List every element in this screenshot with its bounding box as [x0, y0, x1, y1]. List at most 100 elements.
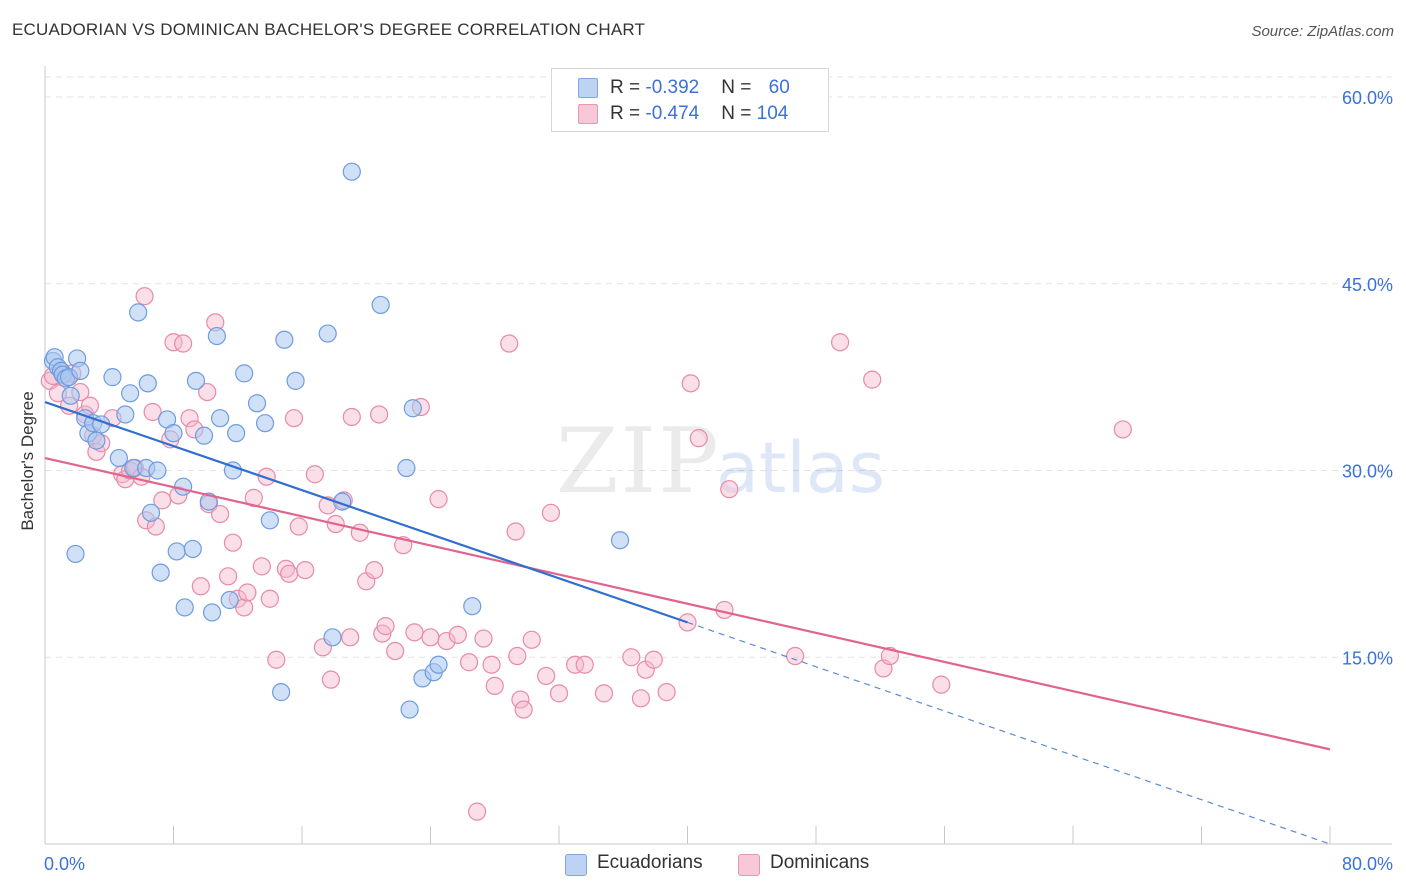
dominican-point: [594, 684, 614, 703]
dominican-point: [482, 655, 501, 674]
y-tick-label: 15.0%: [1342, 648, 1393, 668]
dominican-point: [932, 675, 951, 694]
dominican-point: [863, 370, 882, 389]
dominican-point: [296, 560, 315, 580]
ecuadorian-point: [463, 597, 482, 616]
dominican-point: [305, 465, 324, 484]
dominican-point: [198, 382, 217, 402]
x-tick-label: 0.0%: [44, 854, 85, 874]
legend-r-label: R =: [610, 103, 646, 124]
dominican-point: [376, 617, 395, 636]
dominican-point: [174, 334, 193, 353]
dominican-point: [541, 503, 561, 522]
ecuadorian-point: [129, 303, 148, 322]
dominican-point: [342, 407, 361, 427]
legend-swatch-pink: [578, 104, 598, 124]
dominican-point: [485, 676, 504, 695]
dominican-point: [289, 517, 308, 536]
ecuadorian-point: [116, 405, 135, 424]
dominican-point: [370, 405, 389, 424]
ecuadorian-point: [272, 683, 291, 702]
ecuadorian-point: [121, 384, 140, 403]
dominican-point: [689, 429, 708, 448]
ecuadorian-point: [220, 590, 239, 610]
ecuadorian-point: [71, 361, 90, 380]
ecuadorian-point: [151, 563, 170, 582]
dominican-point: [421, 628, 440, 647]
ecuadorian-point: [148, 461, 167, 480]
dominican-point: [284, 409, 304, 428]
watermark-atlas: atlas: [716, 427, 885, 509]
ecuadorian-point: [202, 603, 222, 622]
ecuadorian-point: [199, 492, 218, 511]
dominican-point: [565, 655, 585, 674]
ecuadorian-point: [87, 431, 106, 450]
ecuadorian-point: [66, 544, 85, 564]
ecuadorian-point: [342, 162, 361, 181]
x-tick-label: 80.0%: [1342, 854, 1393, 874]
dominican-point: [429, 490, 448, 509]
axes-layer: [44, 66, 1392, 845]
dominicans-trend-line: [44, 456, 1331, 751]
dominican-point: [276, 559, 296, 578]
chart-title: ECUADORIAN VS DOMINICAN BACHELOR'S DEGRE…: [12, 20, 646, 39]
dominican-point: [657, 683, 676, 702]
legend-swatch-blue: [565, 854, 587, 876]
dominican-point: [537, 666, 556, 686]
dominican-point: [644, 650, 663, 669]
dominican-point: [474, 629, 493, 648]
dominican-point: [514, 700, 533, 719]
legend-r-value: -0.474: [645, 103, 700, 124]
ecuadorian-point: [255, 414, 275, 433]
dominican-point: [830, 333, 850, 352]
legend-n-label: N =: [721, 103, 757, 124]
source-label: Source: ZipAtlas.com: [1251, 23, 1394, 40]
legend-r-label: R =: [610, 77, 646, 98]
y-tick-label: 45.0%: [1342, 275, 1393, 295]
watermark: ZIP atlas: [556, 409, 885, 514]
ecuadorian-point: [227, 424, 246, 443]
ecuadorian-point: [400, 700, 419, 719]
dominican-point: [135, 287, 154, 306]
dominican-point: [575, 655, 594, 674]
watermark-zip: ZIP: [556, 409, 721, 514]
dominican-point: [1113, 420, 1132, 439]
ecuadorian-point: [260, 511, 279, 530]
dominican-point: [280, 564, 299, 583]
ecuadorian-point: [183, 539, 202, 559]
dominican-point: [341, 628, 360, 647]
ecuadorian-point: [403, 399, 422, 418]
ecuadorian-point: [164, 424, 183, 443]
dominican-point: [631, 689, 651, 708]
tick-labels: 15.0% 30.0% 45.0% 60.0% 0.0% 80.0%: [44, 88, 1393, 874]
dominican-point: [180, 409, 199, 428]
dominican-point: [720, 480, 739, 499]
dominican-point: [522, 630, 541, 649]
ecuadorian-point: [141, 503, 161, 522]
ecuadorian-point: [429, 655, 448, 674]
dominican-point: [252, 557, 271, 576]
ecuadorian-point: [207, 326, 226, 346]
ecuadorian-point: [109, 448, 128, 468]
dominican-point: [622, 648, 641, 667]
dominican-point: [223, 533, 243, 552]
ecuadorian-point: [371, 295, 390, 315]
dominican-point: [350, 523, 369, 542]
ecuadorian-point: [61, 386, 80, 405]
legend-swatch-pink: [738, 854, 760, 876]
dominican-point: [880, 646, 899, 666]
trend-lines: [44, 400, 1331, 845]
dominican-point: [164, 333, 183, 352]
ecuadorian-point: [397, 458, 416, 478]
ecuadorian-point: [247, 394, 267, 413]
ecuadorian-point: [167, 542, 186, 561]
ecuadorian-point: [318, 324, 337, 343]
dominican-point: [386, 641, 405, 661]
dominican-point: [786, 646, 805, 666]
y-tick-label: 30.0%: [1342, 462, 1393, 482]
ecuadorian-point: [323, 628, 342, 647]
dominican-point: [437, 631, 456, 651]
ecuadorian-point: [235, 364, 254, 383]
ecuadorian-point: [174, 477, 193, 496]
